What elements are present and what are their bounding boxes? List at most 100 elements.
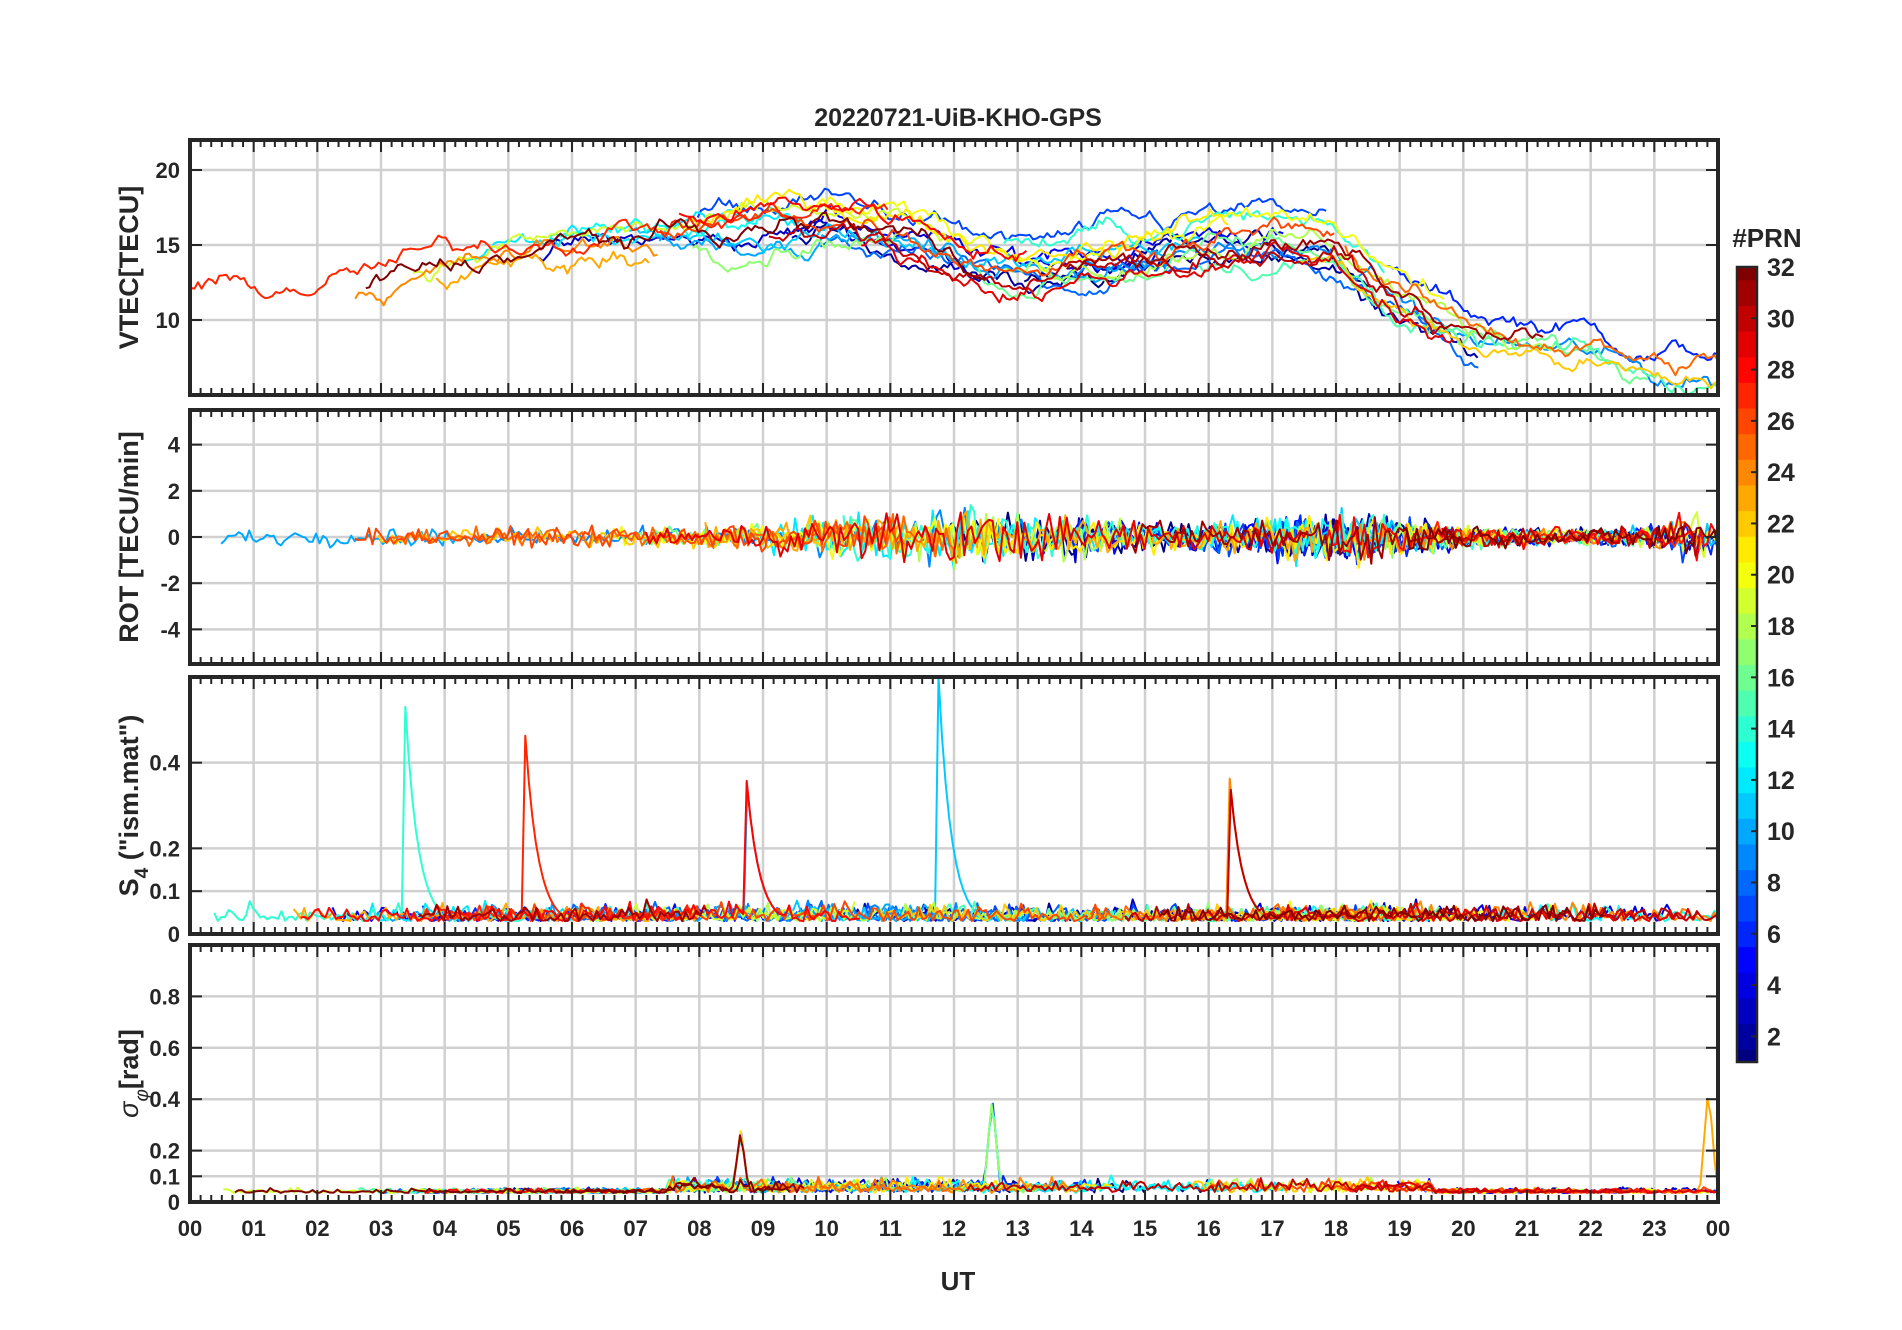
x-tick-label: 00 (178, 1216, 202, 1241)
x-tick-label: 06 (560, 1216, 584, 1241)
x-tick-label: 02 (305, 1216, 329, 1241)
series-line-prn-10 (658, 230, 1167, 284)
series-line-prn-32 (1401, 525, 1718, 555)
colorbar-segment (1737, 408, 1757, 435)
series-line-prn-30 (768, 222, 1448, 336)
colorbar-segment (1737, 664, 1757, 691)
colorbar-segment (1737, 279, 1757, 306)
y-axis-label-subscript: φ (132, 1089, 153, 1101)
colorbar-segment (1737, 267, 1757, 281)
panel-vtec: 10 15 20 VTEC[TECU] (114, 138, 1720, 397)
x-tick-label: 15 (1133, 1216, 1157, 1241)
y-tick-label: 20 (156, 158, 180, 183)
series-line-prn-15 (1197, 258, 1718, 395)
colorbar-tick-label: 22 (1767, 510, 1795, 538)
y-tick-label: 10 (156, 308, 180, 333)
colorbar-segment (1737, 587, 1757, 614)
colorbar-tick-label: 2 (1767, 1023, 1781, 1051)
grid-lines (190, 140, 1718, 395)
x-tick-label: 05 (496, 1216, 520, 1241)
y-tick-label: 0.2 (149, 1139, 180, 1164)
panel-sigma_phi: 00.10.2 0.4 0.6 0.8 σφ[rad] (114, 943, 1720, 1215)
colorbar-segment (1737, 356, 1757, 383)
colorbar-segment (1737, 638, 1757, 665)
tick-marks (189, 945, 1719, 1203)
panel-s4: 00.10.20.4S4 ("ism.mat") (114, 675, 1720, 947)
colorbar-segment (1737, 536, 1757, 563)
y-tick-label: 0.8 (149, 984, 180, 1009)
colorbar-segment (1737, 920, 1757, 948)
colorbar-segment (1737, 382, 1757, 409)
series-line-prn-31 (418, 898, 708, 923)
x-tick-label: 21 (1515, 1216, 1539, 1241)
x-axis-tick-labels: 00 01 02 03 04 05 06 07 08 09 10 11 12 13 14 15 16 17 18 19… (178, 1216, 1730, 1241)
y-axis-label: VTEC[TECU] (114, 186, 144, 350)
y-tick-label: 2 (168, 479, 180, 504)
colorbar-segment (1737, 613, 1757, 640)
series-line-prn-32 (1160, 904, 1607, 923)
series-line-prn-6 (1386, 264, 1718, 362)
colorbar-segment (1737, 972, 1757, 999)
colorbar-segment (1737, 690, 1757, 717)
colorbar-segment (1737, 715, 1757, 742)
colorbar-tick-label: 20 (1767, 562, 1795, 590)
series-line-prn-21 (689, 188, 1229, 263)
x-tick-label: 09 (751, 1216, 775, 1241)
tick-marks (189, 140, 1719, 395)
y-tick-label: 0 (168, 1190, 180, 1215)
x-tick-label: 13 (1005, 1216, 1029, 1241)
colorbar-segment (1737, 844, 1757, 871)
y-axis-label: S4 ("ism.mat") (114, 715, 153, 897)
colorbar-tick-label: 10 (1767, 818, 1795, 846)
colorbar-label: #PRN (1732, 223, 1801, 253)
series-line-prn-26 (659, 207, 1335, 277)
series-line-prn-26 (354, 515, 905, 553)
y-tick-label: -4 (160, 617, 180, 642)
colorbar-segment (1737, 1023, 1757, 1050)
y-tick-label: 0.1 (149, 1164, 180, 1189)
series-line-prn-29 (1353, 1180, 1718, 1194)
series-group (220, 504, 1718, 570)
series-line-prn-14 (1003, 209, 1385, 274)
colorbar-segment (1737, 792, 1757, 819)
y-tick-label: 15 (156, 233, 180, 258)
colorbar-segment (1737, 331, 1757, 358)
x-tick-label: 01 (241, 1216, 265, 1241)
series-line-prn-23 (435, 250, 650, 290)
x-tick-label: 07 (623, 1216, 647, 1241)
colorbar-segment (1737, 741, 1757, 768)
colorbar-segment (1737, 433, 1757, 460)
y-tick-label: 0.2 (149, 836, 180, 861)
colorbar-tick-label: 14 (1767, 716, 1795, 744)
series-line-prn-24 (354, 236, 658, 307)
y-axis-label: ROT [TECU/min] (114, 431, 144, 642)
series-line-prn-8 (819, 235, 1479, 369)
y-axis-label-rest: [rad] (114, 1029, 144, 1089)
colorbar-segment (1737, 869, 1757, 896)
y-tick-label: 0.4 (149, 751, 180, 776)
colorbar-tick-label: 24 (1767, 459, 1795, 487)
x-tick-label: 16 (1196, 1216, 1220, 1241)
y-axis-label: σφ[rad] (114, 1029, 153, 1118)
colorbar-tick-label: 8 (1767, 869, 1781, 897)
y-axis-label-main: σ (114, 1100, 144, 1118)
x-tick-label: 17 (1260, 1216, 1284, 1241)
colorbar-segment (1737, 767, 1757, 794)
colorbar-segment (1737, 459, 1757, 486)
x-tick-label: 11 (879, 1216, 902, 1241)
colorbar-tick-label: 28 (1767, 357, 1795, 385)
colorbar-segment (1737, 997, 1757, 1025)
series-line-prn-2 (791, 222, 1479, 359)
chart-title: 20220721-UiB-KHO-GPS (814, 104, 1102, 132)
y-tick-label: 4 (168, 433, 181, 458)
series-line-prn-29 (1206, 901, 1700, 923)
y-tick-label: 0.4 (149, 1087, 180, 1112)
series-line-prn-31 (555, 1134, 805, 1194)
tick-marks (189, 410, 1719, 664)
series-line-prn-29 (645, 511, 1309, 564)
colorbar-segment (1737, 510, 1757, 537)
colorbar-segment (1737, 1049, 1757, 1063)
y-tick-label: -2 (160, 571, 180, 596)
